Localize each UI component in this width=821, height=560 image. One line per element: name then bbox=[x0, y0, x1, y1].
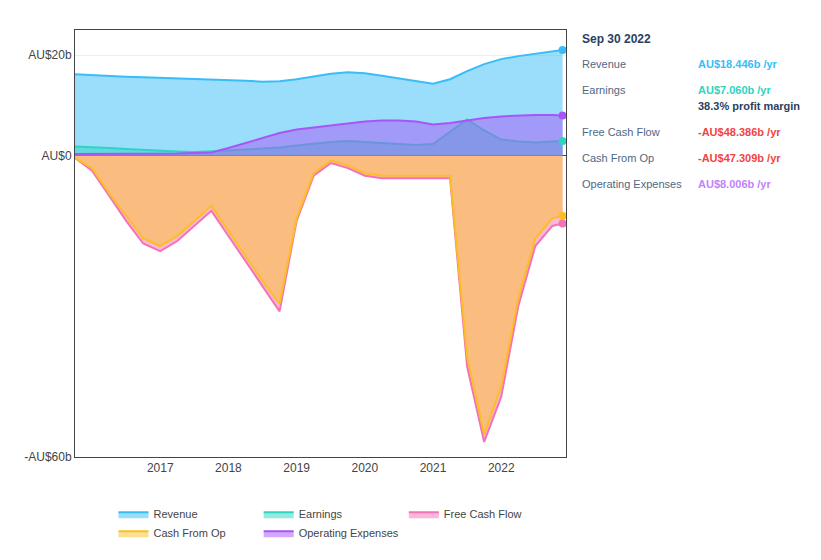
svg-text:38.3% profit margin: 38.3% profit margin bbox=[698, 100, 800, 112]
svg-text:Operating Expenses: Operating Expenses bbox=[299, 527, 399, 539]
svg-text:2017: 2017 bbox=[147, 461, 174, 475]
svg-text:Cash From Op: Cash From Op bbox=[582, 152, 654, 164]
svg-text:Revenue: Revenue bbox=[154, 508, 198, 520]
svg-text:AU$8.006b /yr: AU$8.006b /yr bbox=[698, 178, 771, 190]
svg-text:-AU$47.309b /yr: -AU$47.309b /yr bbox=[698, 152, 781, 164]
svg-text:2021: 2021 bbox=[420, 461, 447, 475]
svg-text:Earnings: Earnings bbox=[582, 84, 626, 96]
svg-text:AU$7.060b /yr: AU$7.060b /yr bbox=[698, 84, 771, 96]
svg-text:2022: 2022 bbox=[488, 461, 515, 475]
svg-text:AU$0: AU$0 bbox=[42, 149, 72, 163]
svg-text:2019: 2019 bbox=[283, 461, 310, 475]
svg-text:Revenue: Revenue bbox=[582, 58, 626, 70]
svg-text:AU$18.446b /yr: AU$18.446b /yr bbox=[698, 58, 778, 70]
svg-text:-AU$60b: -AU$60b bbox=[24, 450, 72, 464]
svg-text:Earnings: Earnings bbox=[299, 508, 343, 520]
svg-text:Free Cash Flow: Free Cash Flow bbox=[444, 508, 522, 520]
svg-text:Operating Expenses: Operating Expenses bbox=[582, 178, 682, 190]
svg-text:Sep 30 2022: Sep 30 2022 bbox=[582, 32, 651, 46]
svg-text:Free Cash Flow: Free Cash Flow bbox=[582, 126, 660, 138]
svg-text:-AU$48.386b /yr: -AU$48.386b /yr bbox=[698, 126, 781, 138]
svg-text:2018: 2018 bbox=[215, 461, 242, 475]
svg-text:2020: 2020 bbox=[351, 461, 378, 475]
svg-text:Cash From Op: Cash From Op bbox=[154, 527, 226, 539]
svg-text:AU$20b: AU$20b bbox=[28, 48, 72, 62]
